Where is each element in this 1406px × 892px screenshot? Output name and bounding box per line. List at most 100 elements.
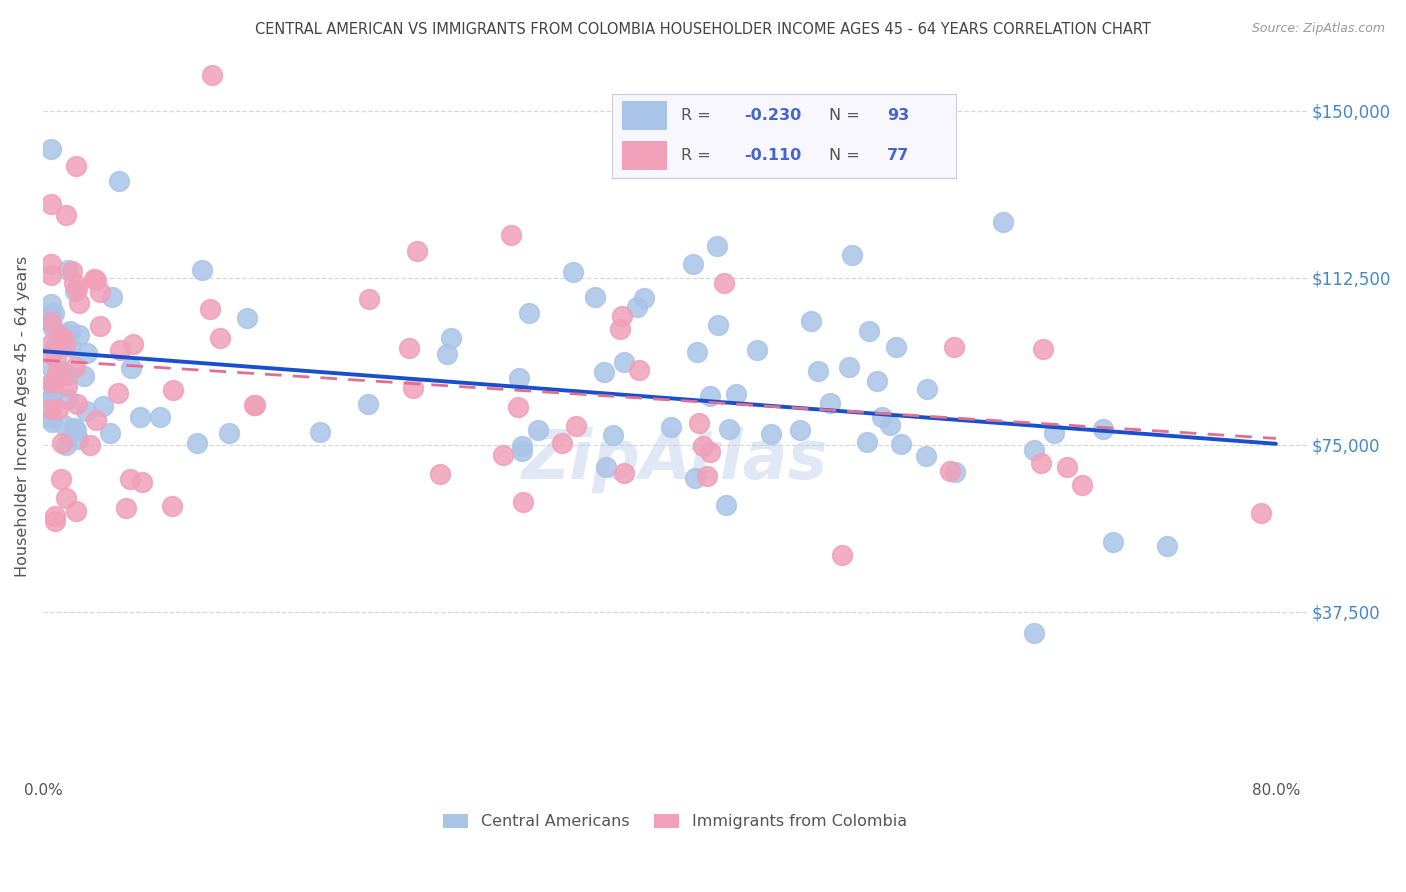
Point (84, 413, 107, 427)
Point (865, 374, 887, 388)
Point (39, 337, 62, 351)
Point (108, 343, 131, 357)
Point (66, 432, 89, 446)
Point (44, 508, 66, 523)
Point (42, 306, 65, 320)
Point (236, 310, 259, 325)
Point (162, 383, 184, 397)
Point (56, 379, 79, 393)
Point (198, 302, 221, 317)
Point (609, 322, 631, 336)
Point (39, 142, 62, 156)
Point (1071, 478, 1094, 492)
Point (39, 315, 62, 329)
Point (939, 463, 962, 477)
Text: R =: R = (681, 108, 716, 123)
Point (510, 439, 533, 453)
Point (39, 391, 62, 405)
Point (66, 397, 89, 411)
Point (309, 425, 332, 440)
Point (59, 324, 82, 338)
Point (67, 295, 90, 310)
Point (162, 499, 184, 513)
Point (39, 196, 62, 211)
Point (62, 421, 84, 435)
Y-axis label: Householder Income Ages 45 - 64 years: Householder Income Ages 45 - 64 years (15, 256, 30, 577)
Point (583, 290, 606, 304)
Point (359, 292, 381, 306)
Point (39, 296, 62, 310)
Point (39, 307, 62, 321)
Point (42, 321, 65, 335)
Point (512, 444, 534, 458)
Point (83, 271, 105, 285)
Point (56, 392, 79, 406)
Point (55, 438, 77, 452)
Point (633, 291, 655, 305)
Point (357, 397, 380, 411)
Point (682, 257, 704, 271)
Point (55, 208, 77, 222)
Point (51, 436, 73, 450)
Bar (621, 102, 666, 130)
Point (725, 387, 748, 401)
Point (713, 276, 735, 290)
Point (1022, 626, 1045, 640)
Point (841, 248, 863, 262)
Point (44, 514, 66, 528)
Point (707, 318, 730, 332)
Point (1156, 540, 1178, 554)
Point (67, 327, 90, 342)
Point (838, 359, 860, 374)
Point (45, 338, 67, 352)
Point (42, 376, 65, 391)
Point (56, 262, 79, 277)
Legend: Central Americans, Immigrants from Colombia: Central Americans, Immigrants from Colom… (436, 807, 914, 836)
Point (98, 425, 121, 440)
Point (209, 331, 232, 345)
Point (41, 256, 63, 270)
Point (41, 346, 63, 360)
Point (55, 327, 77, 342)
Point (39, 268, 62, 282)
Point (148, 410, 170, 425)
Point (131, 475, 153, 490)
Point (914, 450, 936, 464)
Point (789, 423, 811, 437)
Point (747, 343, 769, 358)
Point (717, 422, 740, 436)
Point (243, 398, 266, 412)
Point (120, 472, 142, 486)
Point (831, 548, 853, 562)
Point (186, 436, 208, 450)
Point (807, 364, 830, 378)
Point (108, 174, 131, 188)
Point (76, 345, 98, 359)
Point (1092, 422, 1115, 436)
Point (39, 376, 62, 391)
Point (53, 417, 76, 432)
Point (62, 263, 84, 277)
Point (201, 68, 224, 82)
Point (1043, 425, 1066, 440)
Text: 77: 77 (887, 148, 910, 163)
Point (1250, 506, 1272, 520)
Point (66, 282, 89, 296)
Point (60, 340, 83, 354)
Text: R =: R = (681, 148, 720, 163)
Point (1056, 459, 1078, 474)
Point (661, 419, 683, 434)
Point (51, 364, 73, 378)
Point (613, 467, 636, 481)
Point (45, 367, 67, 381)
Point (39, 392, 62, 406)
Point (93, 399, 115, 413)
Point (759, 426, 782, 441)
Point (243, 398, 266, 412)
Point (52, 331, 75, 345)
Point (886, 340, 908, 354)
Point (129, 409, 152, 424)
Text: ZipAtlas: ZipAtlas (522, 427, 828, 493)
Point (551, 436, 574, 450)
Point (39, 402, 62, 417)
